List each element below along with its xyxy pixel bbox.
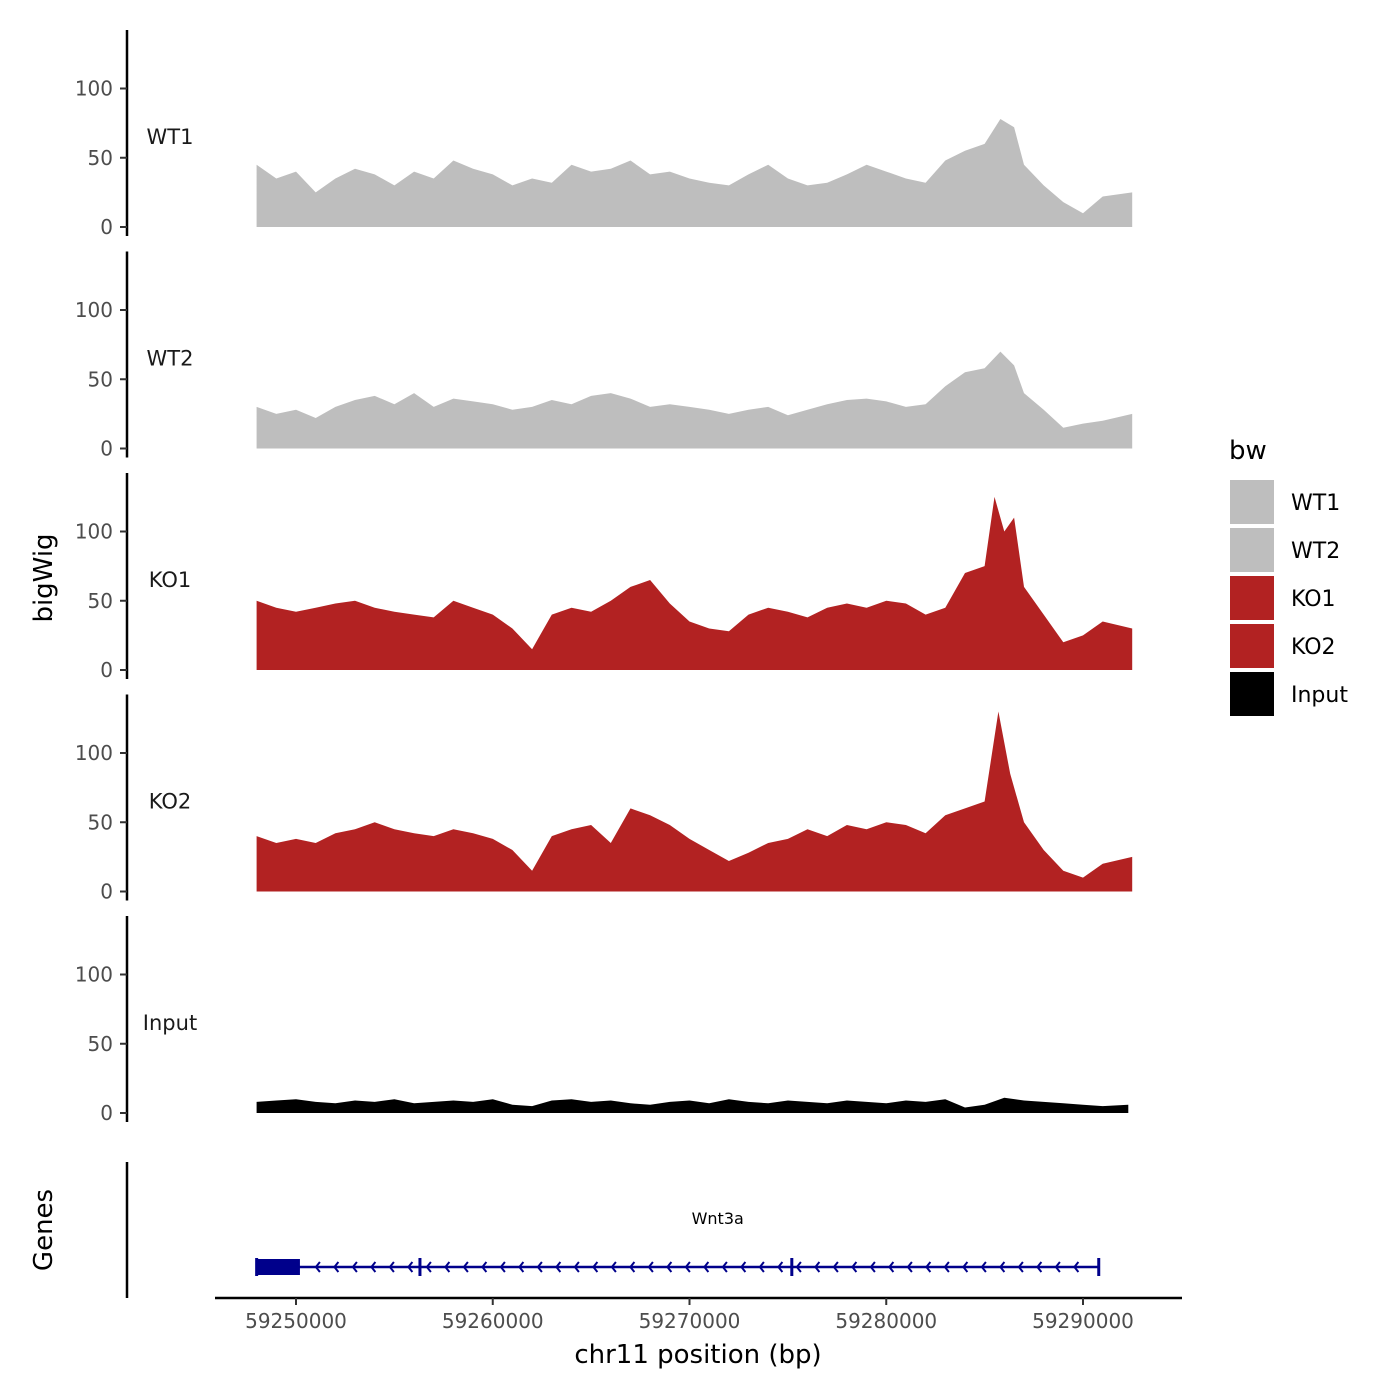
y-tick-label: 0	[100, 215, 113, 239]
strand-arrow	[999, 1261, 1006, 1273]
strand-arrow	[592, 1261, 599, 1273]
y-tick-label: 100	[75, 77, 113, 101]
strand-arrow	[851, 1261, 858, 1273]
strand-arrow	[555, 1261, 562, 1273]
strand-arrow	[869, 1261, 876, 1273]
strand-arrow	[1036, 1261, 1043, 1273]
x-tick-label: 59250000	[245, 1309, 347, 1333]
strand-arrow	[832, 1261, 839, 1273]
legend: bw WT1 WT2 KO1 KO2 Input	[1229, 436, 1348, 716]
strand-arrow	[481, 1261, 488, 1273]
track-label-ko2: KO2	[149, 789, 192, 813]
signal-area-ko1	[256, 496, 1133, 670]
gene-panel: Genes Wnt3a	[29, 1162, 1101, 1298]
legend-label-ko1: KO1	[1291, 587, 1336, 612]
strand-arrow	[703, 1261, 710, 1273]
strand-arrow	[943, 1261, 950, 1273]
strand-arrow	[814, 1261, 821, 1273]
y-tick-label: 50	[88, 146, 113, 170]
gene-label: Wnt3a	[692, 1209, 744, 1228]
y-tick-label: 50	[88, 367, 113, 391]
y-tick-label: 50	[88, 810, 113, 834]
strand-arrow	[980, 1261, 987, 1273]
legend-label-wt1: WT1	[1291, 491, 1340, 516]
strand-arrow	[370, 1261, 377, 1273]
track-label-wt1: WT1	[147, 125, 194, 149]
track-ko1: 0 50 100 KO1	[75, 473, 1133, 682]
track-wt2: 0 50 100 WT2	[75, 251, 1133, 461]
track-input: 0 50 100 Input	[75, 916, 1129, 1125]
strand-arrow	[795, 1261, 802, 1273]
strand-arrow	[610, 1261, 617, 1273]
signal-area-ko2	[256, 711, 1133, 892]
track-ko2: 0 50 100 KO2	[75, 694, 1133, 904]
signal-area-input	[256, 1097, 1129, 1113]
track-wt1: 0 50 100 WT1	[75, 30, 1133, 239]
y-tick-label: 50	[88, 1032, 113, 1056]
legend-swatch-input	[1230, 672, 1274, 716]
strand-arrow	[721, 1261, 728, 1273]
strand-arrow	[462, 1261, 469, 1273]
legend-swatch-ko2	[1230, 624, 1274, 668]
legend-swatch-wt1	[1230, 480, 1274, 524]
y-tick-label: 100	[75, 520, 113, 544]
strand-arrow	[1054, 1261, 1061, 1273]
track-label-ko1: KO1	[149, 568, 192, 592]
x-tick-label: 59260000	[442, 1309, 544, 1333]
legend-label-ko2: KO2	[1291, 635, 1336, 660]
gene-panel-title: Genes	[29, 1189, 59, 1271]
x-axis: chr11 position (bp) 59250000 59260000 5927…	[215, 1296, 1182, 1370]
x-axis-title: chr11 position (bp)	[574, 1340, 821, 1370]
strand-arrow	[740, 1261, 747, 1273]
legend-swatch-wt2	[1230, 528, 1274, 572]
strand-arrow	[444, 1261, 451, 1273]
strand-arrow	[333, 1261, 340, 1273]
track-label-input: Input	[143, 1011, 197, 1035]
track-label-wt2: WT2	[147, 346, 194, 370]
strand-arrow	[758, 1261, 765, 1273]
y-tick-label: 100	[75, 963, 113, 987]
x-tick-label: 59280000	[835, 1309, 937, 1333]
x-tick-label: 59270000	[639, 1309, 741, 1333]
strand-arrow	[351, 1261, 358, 1273]
y-tick-label: 100	[75, 741, 113, 765]
strand-arrow	[666, 1261, 673, 1273]
legend-label-input: Input	[1291, 683, 1348, 708]
strand-arrow	[906, 1261, 913, 1273]
strand-arrow	[518, 1261, 525, 1273]
y-axis-title: bigWig	[29, 533, 59, 622]
tracks-layer: 0 50 100 WT1 0 50 100 WT2 0 50 100 KO1 0 50 100 KO2 0 50 1…	[75, 30, 1133, 1125]
strand-arrow	[925, 1261, 932, 1273]
signal-area-wt2	[256, 351, 1133, 449]
strand-arrow	[573, 1261, 580, 1273]
y-tick-label: 0	[100, 437, 113, 461]
strand-arrow	[1017, 1261, 1024, 1273]
strand-arrow	[499, 1261, 506, 1273]
legend-swatch-ko1	[1230, 576, 1274, 620]
strand-arrow	[1073, 1261, 1080, 1273]
x-tick-label: 59290000	[1032, 1309, 1134, 1333]
gene-exon-block	[256, 1259, 300, 1275]
y-tick-label: 0	[100, 880, 113, 904]
strand-arrow	[425, 1261, 432, 1273]
strand-arrow	[888, 1261, 895, 1273]
strand-arrow	[388, 1261, 395, 1273]
strand-arrow	[777, 1261, 784, 1273]
y-tick-label: 100	[75, 298, 113, 322]
y-tick-label: 50	[88, 589, 113, 613]
strand-arrow	[629, 1261, 636, 1273]
strand-arrow	[536, 1261, 543, 1273]
legend-label-wt2: WT2	[1291, 539, 1340, 564]
strand-arrow	[684, 1261, 691, 1273]
legend-title: bw	[1229, 436, 1267, 466]
signal-area-wt1	[256, 119, 1133, 227]
strand-arrow	[647, 1261, 654, 1273]
y-tick-label: 0	[100, 658, 113, 682]
strand-arrow	[962, 1261, 969, 1273]
strand-arrow	[314, 1261, 321, 1273]
strand-arrow	[407, 1261, 414, 1273]
y-tick-label: 0	[100, 1101, 113, 1125]
